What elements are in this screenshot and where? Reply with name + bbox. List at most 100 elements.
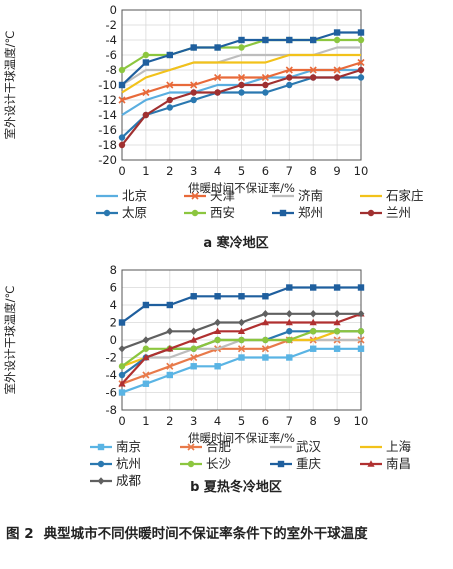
- legend-symbol-marker: [367, 460, 375, 467]
- series-天津: [118, 58, 365, 104]
- data-point: [214, 293, 221, 300]
- data-point: [142, 59, 150, 66]
- data-point: [237, 73, 246, 82]
- data-point: [262, 336, 269, 344]
- data-point: [310, 74, 317, 81]
- y-tick-label: -6: [106, 48, 117, 62]
- data-point: [357, 66, 365, 74]
- data-point: [166, 51, 173, 59]
- legend-symbol-marker: [279, 209, 287, 217]
- data-point: [238, 36, 245, 44]
- data-point: [357, 36, 365, 44]
- data-point: [214, 327, 222, 335]
- legend-label: 上海: [386, 439, 412, 454]
- y-tick-label: -20: [98, 153, 117, 167]
- data-point: [261, 73, 269, 82]
- data-point: [166, 327, 174, 336]
- series-成都: [118, 309, 365, 353]
- data-point: [286, 354, 293, 361]
- data-point: [310, 328, 317, 335]
- panel-letter: a: [203, 236, 216, 251]
- data-point: [237, 345, 246, 353]
- x-tick-label: 1: [142, 414, 149, 428]
- legend-label: 太原: [122, 205, 147, 220]
- data-point: [166, 301, 173, 309]
- x-axis-label: 供暖时间不保证率/%: [188, 431, 295, 445]
- data-point: [285, 309, 293, 318]
- y-tick-label: 8: [110, 263, 117, 277]
- x-tick-label: 9: [333, 164, 340, 178]
- legend-label: 成都: [116, 473, 142, 488]
- y-axis-label: 室外设计干球温度/℃: [3, 31, 17, 140]
- y-tick-label: -6: [106, 386, 117, 400]
- data-point: [118, 134, 126, 141]
- data-point: [262, 81, 269, 89]
- y-tick-label: -12: [98, 93, 117, 107]
- legend-label: 济南: [298, 188, 323, 203]
- legend-symbol-marker: [97, 477, 105, 485]
- x-tick-label: 7: [286, 414, 293, 428]
- y-tick-label: 6: [110, 281, 117, 295]
- y-tick-label: -2: [106, 351, 117, 365]
- data-point: [190, 293, 197, 300]
- data-point: [310, 284, 317, 291]
- data-point: [214, 336, 221, 344]
- legend-label: 杭州: [116, 456, 141, 471]
- data-point: [357, 29, 365, 36]
- data-point: [238, 44, 245, 51]
- legend-symbol-marker: [367, 209, 375, 217]
- data-point: [190, 345, 197, 352]
- data-point: [190, 327, 198, 336]
- series-line: [121, 46, 361, 86]
- data-point: [214, 44, 221, 51]
- y-tick-label: -8: [106, 403, 117, 417]
- data-point: [142, 345, 150, 352]
- data-point: [142, 111, 150, 119]
- data-point: [357, 309, 365, 318]
- y-tick-label: -18: [98, 138, 117, 152]
- data-point: [238, 89, 245, 96]
- legend-label: 西安: [210, 205, 235, 220]
- x-tick-label: 5: [238, 414, 245, 428]
- data-point: [142, 336, 150, 344]
- data-point: [166, 362, 174, 370]
- series-兰州: [118, 66, 365, 149]
- data-point: [214, 318, 221, 327]
- data-point: [166, 104, 173, 111]
- panel-letter: b: [190, 480, 204, 495]
- data-point: [142, 353, 150, 361]
- figure-caption: 图 2 典型城市不同供暖时间不保证率条件下的室外干球温度: [6, 522, 451, 542]
- data-point: [118, 389, 126, 396]
- y-tick-label: -10: [98, 78, 117, 92]
- data-point: [118, 141, 126, 149]
- series-郑州: [118, 29, 365, 89]
- data-point: [118, 344, 126, 353]
- x-tick-label: 6: [262, 414, 269, 428]
- data-point: [333, 328, 341, 335]
- data-point: [118, 66, 126, 74]
- data-point: [238, 318, 245, 327]
- data-point: [214, 363, 221, 370]
- series-石家庄: [121, 53, 361, 94]
- data-point: [190, 336, 198, 343]
- data-point: [310, 345, 317, 352]
- legend-label: 南昌: [386, 456, 411, 471]
- y-tick-label: -4: [106, 368, 117, 382]
- x-tick-label: 0: [118, 164, 125, 178]
- data-point: [286, 328, 293, 335]
- data-point: [142, 371, 150, 379]
- data-point: [357, 328, 365, 335]
- data-point: [285, 66, 293, 74]
- data-point: [357, 74, 365, 81]
- series-南京: [118, 345, 365, 396]
- legend-symbol-marker: [191, 192, 199, 200]
- legend-symbol-marker: [277, 460, 285, 468]
- data-point: [261, 345, 269, 353]
- data-point: [166, 96, 173, 104]
- data-point: [238, 336, 245, 344]
- x-tick-label: 4: [214, 164, 221, 178]
- data-point: [238, 293, 245, 300]
- data-point: [309, 318, 317, 326]
